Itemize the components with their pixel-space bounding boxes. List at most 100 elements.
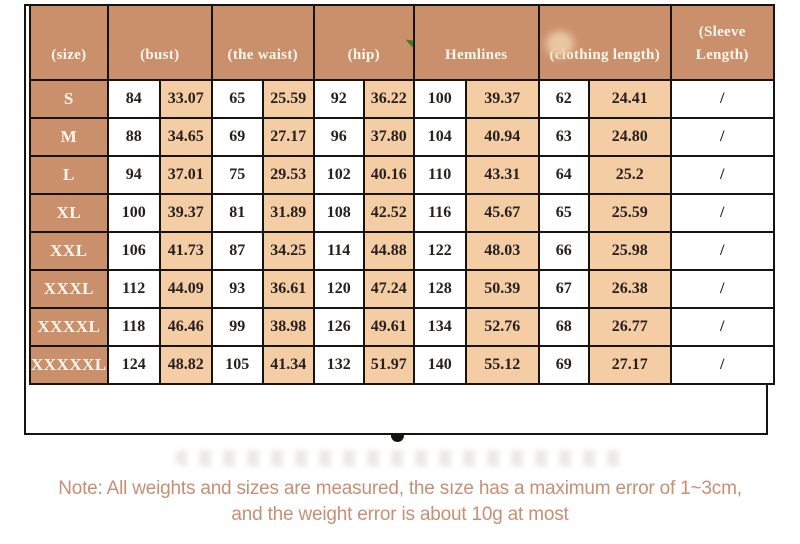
inch-value-cell: 27.17 bbox=[261, 117, 315, 157]
inch-value-cell: 31.89 bbox=[261, 193, 315, 233]
cm-value-cell: 104 bbox=[412, 117, 467, 157]
inch-value-cell: 48.82 bbox=[158, 345, 213, 385]
cm-value-cell: 105 bbox=[210, 345, 264, 385]
cm-value-cell: 100 bbox=[106, 193, 161, 233]
size-label-cell: XXL bbox=[29, 231, 109, 271]
inch-value-cell: 46.46 bbox=[158, 307, 213, 347]
inch-value-cell: 25.59 bbox=[261, 79, 315, 119]
inch-value-cell: 29.53 bbox=[261, 155, 315, 195]
cm-value-cell: 69 bbox=[537, 345, 590, 385]
cm-value-cell: 106 bbox=[106, 231, 161, 271]
inch-value-cell: 27.17 bbox=[587, 345, 672, 385]
inch-value-cell: 44.09 bbox=[158, 269, 213, 309]
cm-value-cell: 69 bbox=[210, 117, 264, 157]
cm-value-cell: 134 bbox=[412, 307, 467, 347]
inch-value-cell: 48.03 bbox=[464, 231, 540, 271]
inch-value-cell: 40.16 bbox=[362, 155, 415, 195]
sleeve-value-cell: / bbox=[669, 193, 775, 233]
table-row: XXL 106 41.73 87 34.25 114 44.88 122 48.03 66 25.9… bbox=[29, 231, 775, 271]
cm-value-cell: 65 bbox=[537, 193, 590, 233]
note-line-2: and the weight error is about 10g at mos… bbox=[231, 504, 569, 525]
sleeve-value-cell: / bbox=[669, 231, 775, 271]
cm-value-cell: 122 bbox=[412, 231, 467, 271]
inch-value-cell: 43.31 bbox=[464, 155, 540, 195]
inch-value-cell: 37.01 bbox=[158, 155, 213, 195]
cm-value-cell: 140 bbox=[412, 345, 467, 385]
header-row: (size) (bust) (the waist) (hip) Hemlines… bbox=[29, 4, 775, 81]
cm-value-cell: 81 bbox=[210, 193, 264, 233]
size-label-cell: XXXXXL bbox=[29, 345, 109, 385]
cm-value-cell: 128 bbox=[412, 269, 467, 309]
table-row: XL 100 39.37 81 31.89 108 42.52 116 45.67 65 25.59… bbox=[29, 193, 775, 233]
note-line-1: Note: All weights and sizes are measured… bbox=[58, 478, 742, 499]
cm-value-cell: 132 bbox=[312, 345, 365, 385]
size-label-cell: L bbox=[29, 155, 109, 195]
cm-value-cell: 66 bbox=[537, 231, 590, 271]
header-sleeve-length: (Sleeve Length) bbox=[669, 4, 775, 81]
inch-value-cell: 47.24 bbox=[362, 269, 415, 309]
cm-value-cell: 114 bbox=[312, 231, 365, 271]
inch-value-cell: 45.67 bbox=[464, 193, 540, 233]
header-hemlines: Hemlines bbox=[412, 4, 540, 81]
header-size: (size) bbox=[29, 4, 109, 81]
cm-value-cell: 102 bbox=[312, 155, 365, 195]
inch-value-cell: 34.65 bbox=[158, 117, 213, 157]
cm-value-cell: 99 bbox=[210, 307, 264, 347]
cm-value-cell: 62 bbox=[537, 79, 590, 119]
cm-value-cell: 112 bbox=[106, 269, 161, 309]
inch-value-cell: 38.98 bbox=[261, 307, 315, 347]
cm-value-cell: 94 bbox=[106, 155, 161, 195]
size-label-cell: S bbox=[29, 79, 109, 119]
sleeve-value-cell: / bbox=[669, 79, 775, 119]
header-hip: (hip) bbox=[312, 4, 415, 81]
sleeve-value-cell: / bbox=[669, 269, 775, 309]
cm-value-cell: 63 bbox=[537, 117, 590, 157]
sleeve-value-cell: / bbox=[669, 307, 775, 347]
inch-value-cell: 52.76 bbox=[464, 307, 540, 347]
cm-value-cell: 124 bbox=[106, 345, 161, 385]
inch-value-cell: 55.12 bbox=[464, 345, 540, 385]
cm-value-cell: 65 bbox=[210, 79, 264, 119]
inch-value-cell: 41.73 bbox=[158, 231, 213, 271]
cm-value-cell: 100 bbox=[412, 79, 467, 119]
inch-value-cell: 41.34 bbox=[261, 345, 315, 385]
border-handle bbox=[391, 435, 404, 442]
inch-value-cell: 25.2 bbox=[587, 155, 672, 195]
size-chart-table: (size) (bust) (the waist) (hip) Hemlines… bbox=[29, 4, 775, 385]
inch-value-cell: 44.88 bbox=[362, 231, 415, 271]
size-label-cell: XL bbox=[29, 193, 109, 233]
inch-value-cell: 24.80 bbox=[587, 117, 672, 157]
cm-value-cell: 64 bbox=[537, 155, 590, 195]
header-waist: (the waist) bbox=[210, 4, 315, 81]
cm-value-cell: 126 bbox=[312, 307, 365, 347]
inch-value-cell: 49.61 bbox=[362, 307, 415, 347]
inch-value-cell: 34.25 bbox=[261, 231, 315, 271]
size-table-body: S 84 33.07 65 25.59 92 36.22 100 39.37 62 24.41/M 8… bbox=[29, 79, 775, 385]
cm-value-cell: 75 bbox=[210, 155, 264, 195]
inch-value-cell: 36.61 bbox=[261, 269, 315, 309]
cm-value-cell: 67 bbox=[537, 269, 590, 309]
table-row: XXXXL 118 46.46 99 38.98 126 49.61 134 52.76 68 26… bbox=[29, 307, 775, 347]
table-row: M 88 34.65 69 27.17 96 37.80 104 40.94 63 24.80/ bbox=[29, 117, 775, 157]
inch-value-cell: 26.77 bbox=[587, 307, 672, 347]
inch-value-cell: 25.98 bbox=[587, 231, 672, 271]
faint-watermark bbox=[175, 450, 625, 466]
cm-value-cell: 108 bbox=[312, 193, 365, 233]
cm-value-cell: 88 bbox=[106, 117, 161, 157]
inch-value-cell: 26.38 bbox=[587, 269, 672, 309]
cm-value-cell: 92 bbox=[312, 79, 365, 119]
cm-value-cell: 87 bbox=[210, 231, 264, 271]
inch-value-cell: 40.94 bbox=[464, 117, 540, 157]
sleeve-value-cell: / bbox=[669, 345, 775, 385]
inch-value-cell: 42.52 bbox=[362, 193, 415, 233]
table-row: XXXL 112 44.09 93 36.61 120 47.24 128 50.39 67 26.… bbox=[29, 269, 775, 309]
inch-value-cell: 25.59 bbox=[587, 193, 672, 233]
cm-value-cell: 84 bbox=[106, 79, 161, 119]
header-bust: (bust) bbox=[106, 4, 213, 81]
inch-value-cell: 33.07 bbox=[158, 79, 213, 119]
cm-value-cell: 116 bbox=[412, 193, 467, 233]
sleeve-value-cell: / bbox=[669, 117, 775, 157]
inch-value-cell: 24.41 bbox=[587, 79, 672, 119]
cm-value-cell: 93 bbox=[210, 269, 264, 309]
